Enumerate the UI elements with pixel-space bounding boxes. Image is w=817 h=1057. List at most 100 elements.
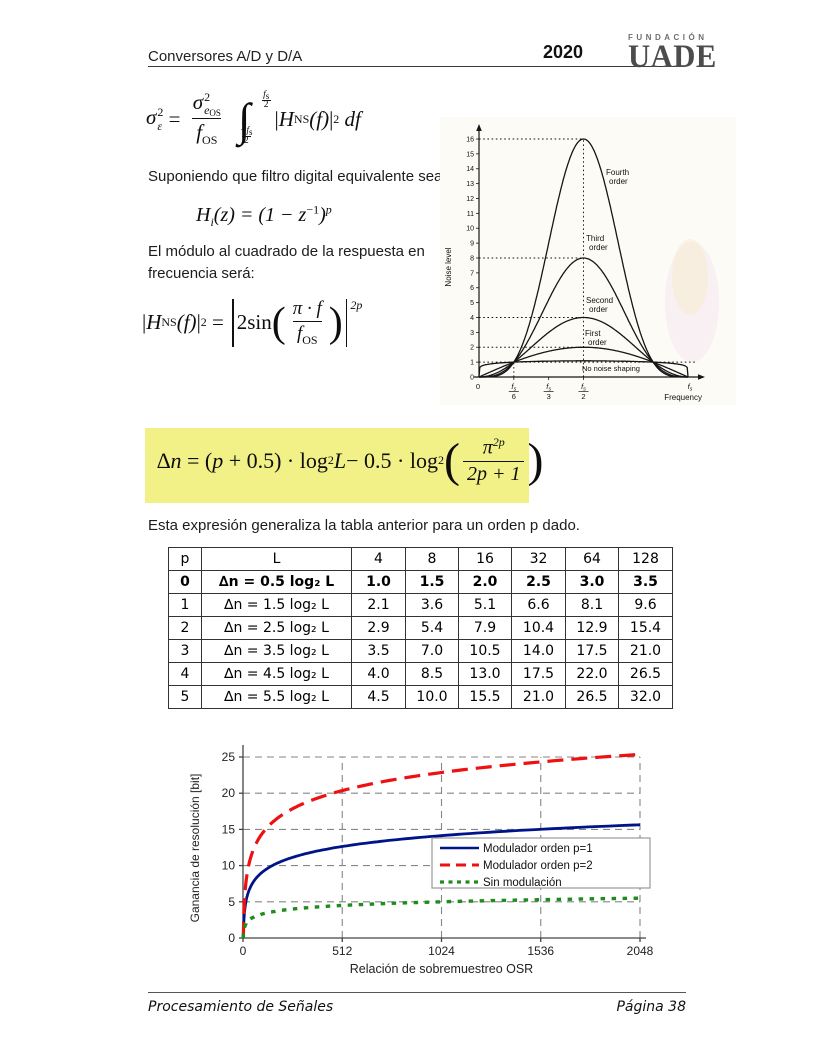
noise-shaping-figure: 0 1 2 3 4 5 6 7 8 9 10 11 12 13 14 15 16 Fourth order Third… xyxy=(440,117,736,410)
noise-y-tick: 0 xyxy=(470,374,474,381)
noise-y-tick: 5 xyxy=(470,300,474,307)
cell-p: 3 xyxy=(168,639,202,663)
noise-y-tick: 7 xyxy=(470,270,474,277)
cell-value: 2.9 xyxy=(351,616,406,640)
noise-y-tick: 8 xyxy=(470,255,474,262)
cell-expr: ∆n = 4.5 log₂ L xyxy=(201,662,352,686)
noise-y-tick: 16 xyxy=(466,136,474,143)
x-tick-label: 1536 xyxy=(527,944,554,958)
page-header-year: 2020 xyxy=(543,42,584,62)
y-tick-label: 10 xyxy=(222,859,236,873)
noise-xlabel: Frequency xyxy=(664,393,702,402)
noise-curve-order-0 xyxy=(478,360,689,378)
noise-x-tick: 3 xyxy=(547,392,551,401)
abs-bar-left xyxy=(232,298,234,347)
noise-y-tick: 15 xyxy=(466,151,474,158)
formula-filter: Hi(z) = (1 − z−1)p xyxy=(196,202,332,229)
header-cell-L-value: 64 xyxy=(565,547,619,571)
cell-expr: ∆n = 2.5 log₂ L xyxy=(201,616,352,640)
table-row: 5 ∆n = 5.5 log₂ L 4.5 10.0 15.5 21.0 26.5 32.0 xyxy=(168,685,673,709)
pi-power-fraction: π2p 2p + 1 xyxy=(462,435,525,486)
cell-value: 26.5 xyxy=(618,662,673,686)
noise-x-tick: fs xyxy=(511,382,516,393)
osr-gain-chart: 0 512 1024 1536 2048 0 5 10 15 20 25 Relación de so… xyxy=(163,735,683,990)
header-cell-L-value: 16 xyxy=(458,547,512,571)
cell-expr: ∆n = 5.5 log₂ L xyxy=(201,685,352,709)
noise-x-tick-fs: fs xyxy=(688,382,693,393)
cell-value: 5.4 xyxy=(405,616,459,640)
noise-y-tick: 6 xyxy=(470,285,474,292)
y-tick-label: 0 xyxy=(228,931,235,945)
cell-expr: ∆n = 3.5 log₂ L xyxy=(201,639,352,663)
header-cell-p: p xyxy=(168,547,202,571)
y-tick-label: 5 xyxy=(228,895,235,909)
noise-y-tick: 13 xyxy=(466,181,474,188)
header-rule xyxy=(148,66,682,67)
cell-value: 7.0 xyxy=(405,639,459,663)
cell-value: 12.9 xyxy=(565,616,619,640)
noise-axes xyxy=(474,129,701,378)
osr-chart-svg: 0 512 1024 1536 2048 0 5 10 15 20 25 Relación de so… xyxy=(163,735,683,985)
noise-x-tick-0: 0 xyxy=(476,382,480,391)
cell-value: 2.0 xyxy=(458,570,512,594)
cell-value: 8.5 xyxy=(405,662,459,686)
noise-y-tick: 11 xyxy=(467,211,474,218)
uade-logo-uade: UADE xyxy=(628,39,717,75)
noise-y-tick: 4 xyxy=(470,315,474,322)
cell-value: 13.0 xyxy=(458,662,512,686)
paragraph-suponiendo: Suponiendo que filtro digital equivalent… xyxy=(148,168,443,185)
header-cell-L-value: 4 xyxy=(351,547,406,571)
cell-value: 7.9 xyxy=(458,616,512,640)
noise-y-tick: 3 xyxy=(470,330,474,337)
table-row: 1 ∆n = 1.5 log₂ L 2.1 3.6 5.1 6.6 8.1 9.6 xyxy=(168,593,673,617)
noise-ylabel: Noise level xyxy=(444,247,453,286)
cell-value: 10.5 xyxy=(458,639,512,663)
abs-bar-right xyxy=(345,298,348,347)
uade-logo-fundacion: FUNDACIÓN xyxy=(628,33,708,42)
noise-y-tick: 2 xyxy=(470,345,474,352)
cell-value: 3.0 xyxy=(565,570,619,594)
cell-value: 8.1 xyxy=(565,593,619,617)
noise-curve-label: First xyxy=(585,329,601,338)
noise-y-tick: 10 xyxy=(466,226,474,233)
footer-page-number: Página 38 xyxy=(616,999,686,1015)
cell-value: 26.5 xyxy=(565,685,619,709)
series-dashed xyxy=(241,752,641,938)
noise-curve-label: order xyxy=(589,305,608,314)
paragraph-modulo: El módulo al cuadrado de la respuesta en… xyxy=(148,243,425,282)
paragraph-generaliza: Esta expresión generaliza la tabla anter… xyxy=(148,517,580,534)
cell-value: 9.6 xyxy=(618,593,673,617)
header-cell-L-value: 8 xyxy=(405,547,459,571)
sigma-over-fos: σ 2 eOS fOS xyxy=(192,90,222,148)
cell-value: 2.5 xyxy=(511,570,566,594)
integral: ∫ fs 2 −fs 2 xyxy=(237,89,271,147)
header-cell-L-value: 32 xyxy=(511,547,566,571)
noise-curve-label: Fourth xyxy=(606,168,629,177)
cell-value: 22.0 xyxy=(565,662,619,686)
scan-background xyxy=(440,117,736,405)
cell-value: 6.6 xyxy=(511,593,566,617)
header-cell-L: L xyxy=(201,547,352,571)
cell-value: 3.5 xyxy=(351,639,406,663)
y-axis-label: Ganancia de resolución [bit] xyxy=(188,774,202,923)
legend: Modulador orden p=1 Modulador orden p=2 Si… xyxy=(431,837,651,889)
formula-delta-n: ∆n = (p + 0.5) · log 2 L − 0.5 · log 2 ( π… xyxy=(157,433,544,487)
cell-value: 15.5 xyxy=(458,685,512,709)
header-cell-L-value: 128 xyxy=(618,547,673,571)
cell-value: 14.0 xyxy=(511,639,566,663)
cell-p: 0 xyxy=(168,570,202,594)
cell-value: 15.4 xyxy=(618,616,673,640)
cell-value: 21.0 xyxy=(618,639,673,663)
noise-x-tick: fs xyxy=(546,382,551,393)
y-tick-label: 20 xyxy=(222,786,236,800)
noise-y-tick: 12 xyxy=(466,196,474,203)
scan-smudge xyxy=(672,239,708,315)
cell-p: 4 xyxy=(168,662,202,686)
x-tick-label: 512 xyxy=(332,944,352,958)
noise-curve-label: Second xyxy=(586,296,613,305)
y-tick-label: 15 xyxy=(222,822,236,836)
noise-x-tick: fs xyxy=(581,382,586,393)
